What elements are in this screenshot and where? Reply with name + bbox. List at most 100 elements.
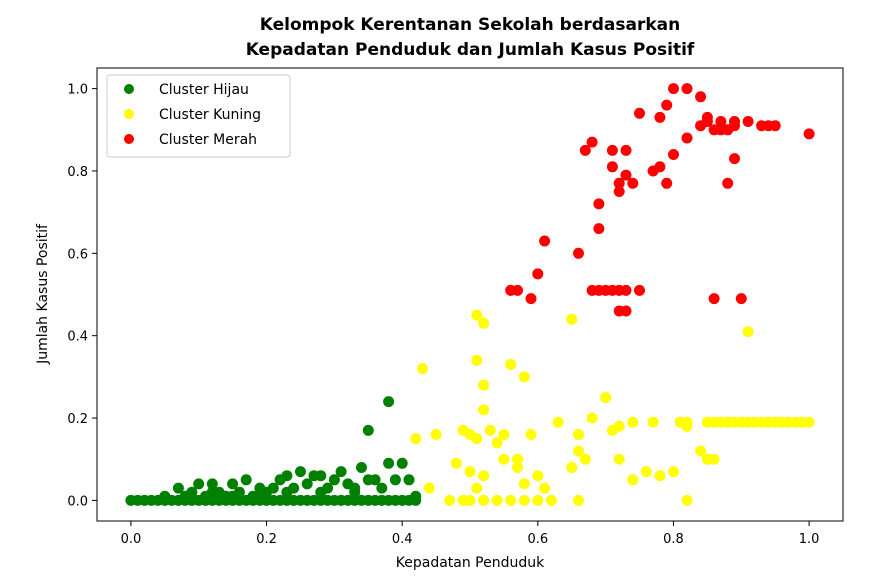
y-tick-label-3: 0.6 (67, 247, 88, 262)
y-tick-label-4: 0.8 (67, 165, 88, 180)
point-cluster-kuning-18 (478, 379, 490, 391)
y-tick-label-5: 1.0 (67, 83, 88, 98)
y-axis-label: Jumlah Kasus Positif (35, 223, 51, 365)
point-cluster-kuning-36 (518, 478, 530, 490)
point-cluster-merah-34 (681, 83, 693, 95)
point-cluster-kuning-46 (600, 392, 612, 403)
point-cluster-hijau-80 (362, 424, 374, 436)
point-cluster-kuning-48 (613, 420, 625, 432)
point-cluster-kuning-10 (518, 494, 530, 506)
point-cluster-hijau-77 (396, 457, 408, 469)
point-cluster-merah-17 (613, 177, 625, 189)
point-cluster-hijau-52 (227, 478, 239, 490)
point-cluster-hijau-83 (281, 486, 293, 498)
legend: Cluster Hijau Cluster Kuning Cluster Mer… (106, 74, 291, 158)
point-cluster-merah-31 (661, 99, 673, 111)
point-cluster-hijau-84 (315, 470, 327, 482)
point-cluster-hijau-49 (206, 478, 218, 490)
point-cluster-kuning-33 (478, 470, 490, 482)
point-cluster-merah-7 (586, 136, 598, 148)
point-cluster-kuning-2 (430, 429, 442, 440)
point-cluster-kuning-17 (471, 354, 483, 366)
point-cluster-merah-52 (769, 120, 781, 132)
x-tick-label-5: 1.0 (799, 532, 820, 547)
point-cluster-kuning-14 (681, 494, 693, 506)
point-cluster-merah-40 (708, 293, 720, 305)
point-cluster-kuning-27 (491, 437, 503, 449)
point-cluster-merah-47 (729, 153, 740, 165)
point-cluster-kuning-51 (627, 416, 639, 428)
point-cluster-kuning-21 (518, 371, 530, 383)
point-cluster-hijau-58 (267, 482, 279, 494)
point-cluster-kuning-22 (450, 457, 462, 469)
point-cluster-hijau-82 (254, 490, 266, 502)
point-cluster-kuning-55 (668, 466, 679, 478)
point-cluster-kuning-32 (471, 482, 483, 494)
point-cluster-hijau-43 (159, 490, 171, 502)
point-cluster-kuning-41 (566, 462, 578, 473)
point-cluster-kuning-45 (586, 412, 598, 424)
point-cluster-kuning-7 (478, 494, 490, 506)
axis-ticks: 0.0 0.2 0.4 0.6 0.8 1.0 0.0 0.2 0.4 0.6 0.8 1.0 (67, 83, 819, 547)
y-tick-label-1: 0.2 (67, 412, 88, 427)
point-cluster-kuning-20 (505, 359, 517, 370)
point-cluster-merah-11 (593, 223, 605, 235)
point-cluster-kuning-52 (640, 466, 652, 478)
chart-title-line1: Kelompok Kerentanan Sekolah berdasarkan (260, 15, 681, 35)
point-cluster-merah-41 (715, 116, 727, 127)
point-cluster-kuning-39 (552, 416, 564, 428)
point-cluster-hijau-71 (356, 462, 367, 473)
point-cluster-hijau-62 (295, 466, 306, 478)
point-cluster-kuning-43 (573, 445, 584, 457)
point-cluster-merah-53 (803, 128, 815, 140)
point-cluster-kuning-26 (484, 424, 496, 436)
point-cluster-kuning-78 (742, 326, 754, 338)
point-cluster-kuning-16 (478, 317, 490, 329)
point-cluster-hijau-79 (410, 490, 422, 502)
point-cluster-hijau-76 (389, 474, 401, 486)
point-cluster-kuning-19 (478, 404, 490, 416)
point-cluster-merah-2 (525, 293, 537, 305)
point-cluster-kuning-44 (579, 453, 591, 465)
point-cluster-kuning-42 (573, 429, 584, 440)
point-cluster-hijau-75 (383, 457, 395, 469)
point-cluster-kuning-37 (532, 470, 544, 482)
point-cluster-hijau-66 (322, 482, 334, 494)
x-tick-label-2: 0.4 (392, 532, 413, 547)
point-cluster-kuning-6 (464, 494, 476, 506)
point-cluster-kuning-38 (539, 482, 551, 494)
point-cluster-kuning-12 (545, 494, 557, 506)
point-cluster-hijau-78 (403, 474, 415, 486)
point-cluster-merah-35 (681, 132, 693, 144)
point-cluster-kuning-50 (627, 474, 639, 486)
point-cluster-merah-15 (606, 144, 618, 156)
point-cluster-kuning-61 (708, 453, 720, 465)
point-cluster-merah-44 (722, 177, 734, 189)
point-cluster-hijau-86 (227, 490, 239, 502)
chart-title-line2: Kepadatan Penduduk dan Jumlah Kasus Posi… (246, 40, 695, 60)
point-cluster-kuning-15 (471, 309, 483, 321)
point-cluster-kuning-53 (647, 416, 659, 428)
point-cluster-hijau-47 (193, 478, 205, 490)
point-cluster-merah-1 (512, 284, 523, 296)
point-cluster-kuning-13 (573, 494, 584, 506)
point-cluster-merah-48 (735, 293, 747, 305)
x-axis-label: Kepadatan Penduduk (396, 555, 545, 571)
legend-box (106, 74, 291, 158)
point-cluster-kuning-4 (444, 494, 456, 506)
plot-area-frame (96, 67, 844, 522)
x-tick-label-1: 0.2 (256, 532, 277, 547)
x-tick-label-0: 0.0 (121, 532, 142, 547)
point-cluster-hijau-46 (186, 486, 198, 498)
point-cluster-kuning-35 (512, 462, 523, 473)
point-cluster-kuning-77 (803, 416, 815, 428)
point-cluster-hijau-54 (240, 474, 252, 486)
data-points (125, 83, 815, 506)
point-cluster-merah-4 (539, 235, 551, 247)
point-cluster-kuning-59 (695, 445, 707, 457)
point-cluster-merah-30 (661, 177, 673, 189)
point-cluster-hijau-63 (301, 478, 313, 490)
point-cluster-merah-10 (593, 198, 605, 210)
point-cluster-merah-32 (668, 83, 679, 95)
point-cluster-kuning-54 (654, 470, 666, 482)
